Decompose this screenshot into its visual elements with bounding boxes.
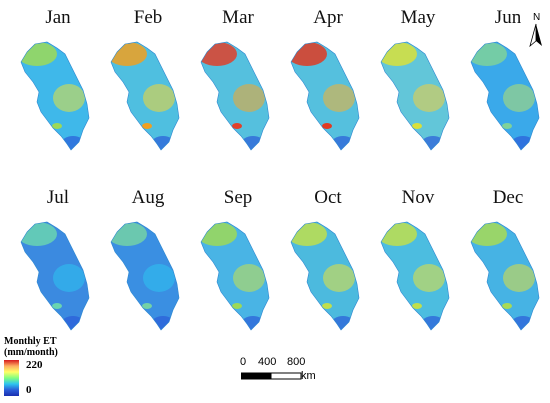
scale-tick-0: 0 bbox=[240, 356, 247, 368]
month-label: Jun bbox=[494, 7, 522, 28]
map-panel-mar: Mar bbox=[193, 8, 283, 168]
month-label: Apr bbox=[313, 7, 343, 28]
et-map bbox=[110, 41, 180, 151]
et-map bbox=[470, 41, 540, 151]
map-panel-nov: Nov bbox=[373, 188, 463, 348]
legend-title: Monthly ET (mm/month) bbox=[4, 336, 124, 358]
legend-max-label: 220 bbox=[26, 359, 43, 371]
scale-bar-graphic bbox=[241, 372, 302, 380]
et-map bbox=[290, 41, 360, 151]
map-panel-apr: Apr bbox=[283, 8, 373, 168]
north-arrow-icon: N bbox=[529, 12, 542, 48]
et-map bbox=[20, 221, 90, 331]
legend: Monthly ET (mm/month) 220 0 bbox=[4, 336, 124, 400]
et-map bbox=[380, 41, 450, 151]
legend-title-line1: Monthly ET bbox=[4, 336, 57, 347]
legend-color-ramp bbox=[4, 360, 19, 396]
map-panel-may: May bbox=[373, 8, 463, 168]
et-map bbox=[200, 41, 270, 151]
scale-tick-800: 800 bbox=[287, 356, 306, 368]
et-map bbox=[380, 221, 450, 331]
map-panel-dec: Dec bbox=[463, 188, 550, 348]
map-panel-aug: Aug bbox=[103, 188, 193, 348]
month-label: Oct bbox=[314, 187, 342, 208]
scale-bar: 0 400 800 km bbox=[238, 356, 328, 386]
scale-tick-400: 400 bbox=[258, 356, 277, 368]
map-panel-sep: Sep bbox=[193, 188, 283, 348]
map-panel-feb: Feb bbox=[103, 8, 193, 168]
month-label: Nov bbox=[401, 187, 435, 208]
et-map bbox=[290, 221, 360, 331]
north-arrow: N bbox=[527, 10, 545, 50]
month-label: Jul bbox=[46, 187, 70, 208]
scale-unit: km bbox=[301, 370, 316, 382]
map-panel-jul: Jul bbox=[13, 188, 103, 348]
et-map bbox=[110, 221, 180, 331]
month-label: Aug bbox=[131, 187, 165, 208]
month-label: Dec bbox=[492, 187, 524, 208]
north-label: N bbox=[533, 12, 540, 23]
map-panel-oct: Oct bbox=[283, 188, 373, 348]
et-map bbox=[20, 41, 90, 151]
et-map bbox=[470, 221, 540, 331]
map-panel-jan: Jan bbox=[13, 8, 103, 168]
month-label: Feb bbox=[133, 7, 163, 28]
legend-title-line2: (mm/month) bbox=[4, 347, 58, 358]
map-panel-jun: Jun bbox=[463, 8, 550, 168]
month-label: Sep bbox=[223, 187, 253, 208]
month-label: Mar bbox=[222, 7, 254, 28]
month-label: Jan bbox=[45, 7, 71, 28]
et-map bbox=[200, 221, 270, 331]
legend-min-label: 0 bbox=[26, 384, 32, 396]
month-label: May bbox=[400, 7, 436, 28]
